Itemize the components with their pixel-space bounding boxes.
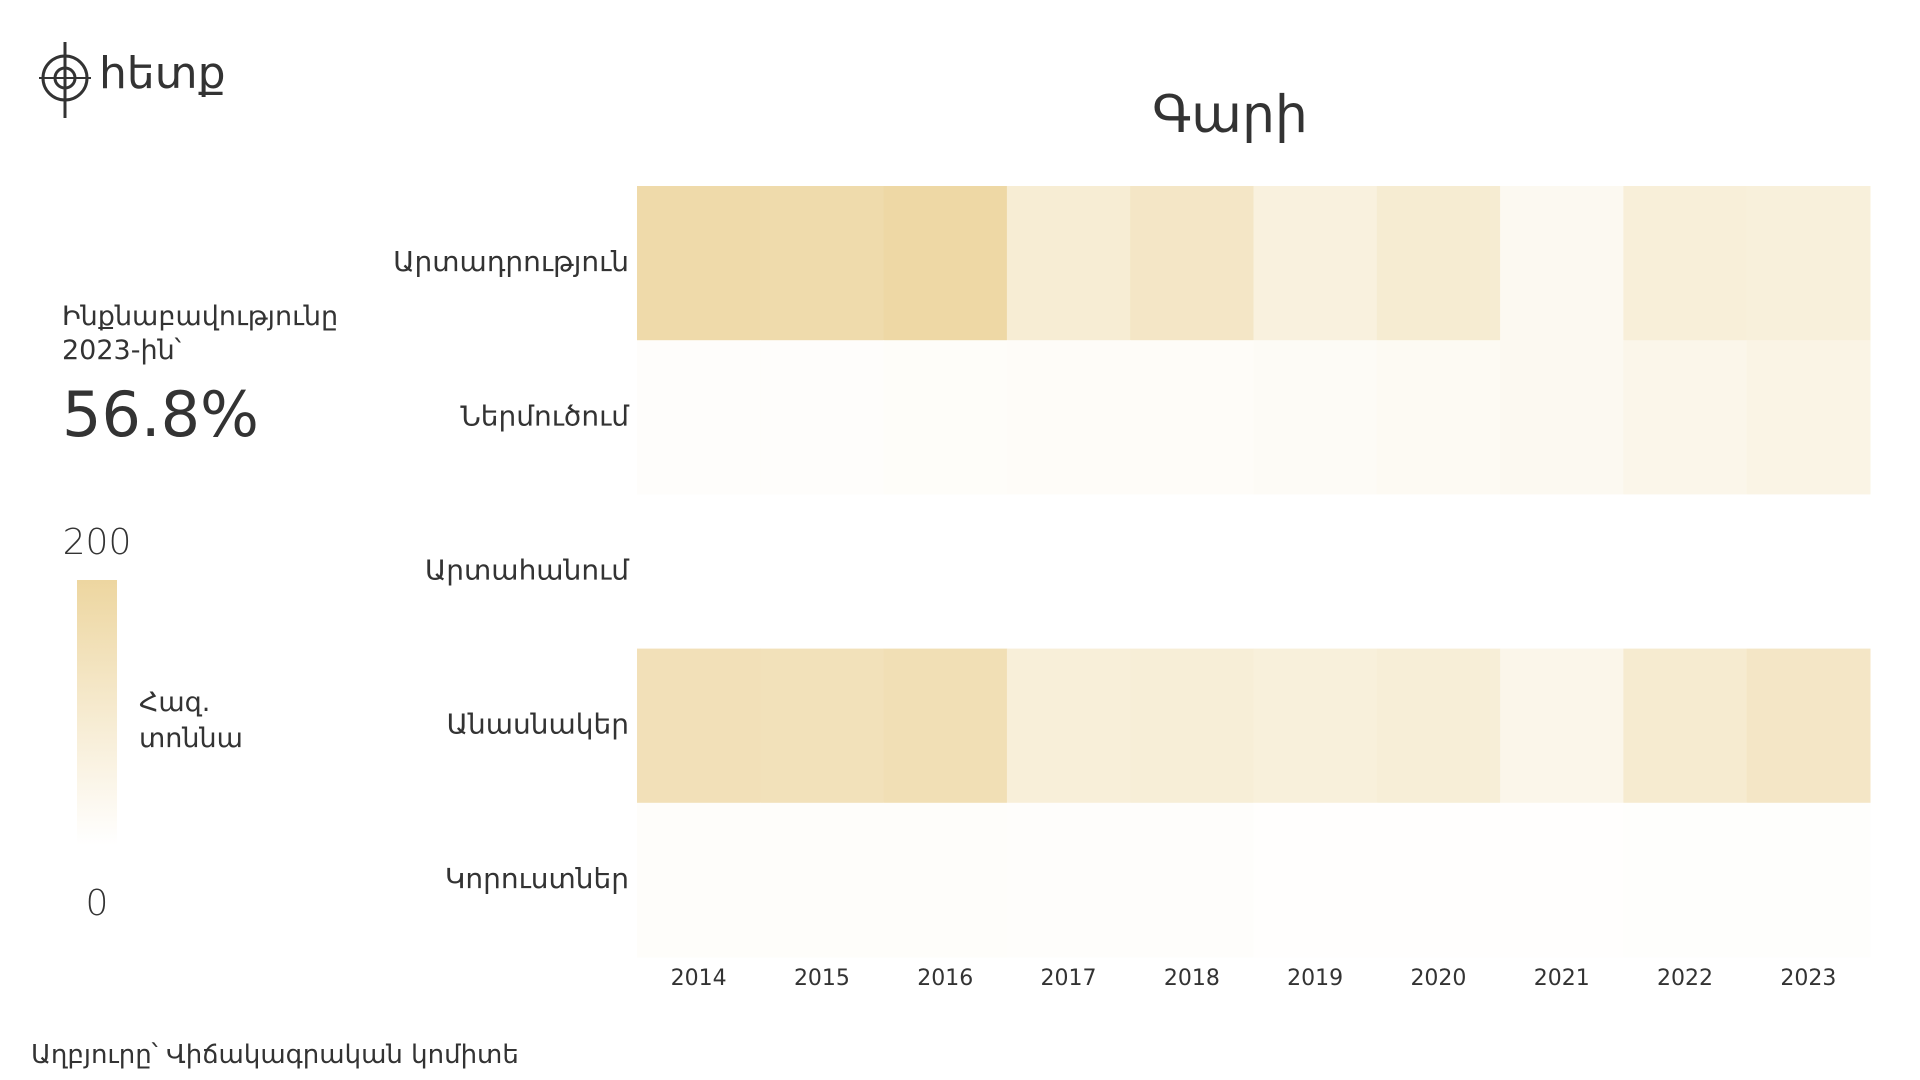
heatmap-cell xyxy=(1253,186,1378,341)
heatmap-cell xyxy=(1253,340,1378,495)
colorbar xyxy=(77,580,117,845)
row-label: Արտադրություն xyxy=(393,245,629,278)
heatmap-cell xyxy=(1623,340,1748,495)
heatmap-cell xyxy=(760,186,885,341)
x-tick-label: 2015 xyxy=(794,966,850,991)
heatmap-cell xyxy=(1500,340,1624,495)
heatmap-cell xyxy=(1500,494,1624,650)
heatmap-cell xyxy=(1623,648,1748,804)
x-tick-label: 2021 xyxy=(1534,966,1590,991)
heatmap-cell xyxy=(883,186,1008,341)
heatmap-cell xyxy=(1130,802,1254,958)
heatmap-cell xyxy=(1623,802,1748,958)
logo: հետք xyxy=(37,40,237,120)
row-label: Կորուստներ xyxy=(445,862,629,895)
x-tick-label: 2018 xyxy=(1164,966,1220,991)
row-label: Ներմուծում xyxy=(460,399,630,432)
colorbar-label: Հազ. տոննա xyxy=(139,687,243,754)
heatmap-cell xyxy=(760,494,885,650)
heatmap-cell xyxy=(637,494,761,650)
heatmap-cell xyxy=(1500,186,1624,341)
heatmap-cell xyxy=(1623,186,1748,341)
heatmap-cell xyxy=(637,648,761,804)
heatmap-cell xyxy=(883,494,1008,650)
heatmap-cell xyxy=(1130,648,1254,804)
heatmap-cell xyxy=(1376,802,1501,958)
heatmap-cell xyxy=(1746,340,1871,495)
x-tick-label: 2022 xyxy=(1657,966,1713,991)
heatmap-cell xyxy=(1500,648,1624,804)
heatmap-cell xyxy=(637,802,761,958)
heatmap-cell xyxy=(1500,802,1624,958)
heatmap-cell xyxy=(1376,494,1501,650)
side-label: Ինքնաբավությունը 2023-ին՝ xyxy=(62,301,339,366)
x-tick-label: 2016 xyxy=(917,966,973,991)
heatmap-cell xyxy=(637,340,761,495)
heatmap-cell xyxy=(1253,494,1378,650)
x-tick-label: 2014 xyxy=(671,966,727,991)
heatmap-cell xyxy=(1130,340,1254,495)
heatmap-cell xyxy=(1746,648,1871,804)
colorbar-tick-label: 0 xyxy=(86,883,109,924)
heatmap-cell xyxy=(1253,802,1378,958)
source: Աղբյուրը՝ Վիճակագրական կոմիտե xyxy=(31,1040,519,1070)
logo-icon xyxy=(39,42,91,118)
x-tick-label: 2017 xyxy=(1041,966,1097,991)
colorbar-tick-label: 200 xyxy=(63,522,132,563)
heatmap-cell xyxy=(760,802,885,958)
heatmap-cell xyxy=(637,186,761,341)
heatmap-cell xyxy=(1746,802,1871,958)
heatmap-cell xyxy=(1376,186,1501,341)
heatmap-cell xyxy=(760,340,885,495)
heatmap-cell xyxy=(1253,648,1378,804)
heatmap-cell xyxy=(1006,186,1131,341)
logo-text: հետք xyxy=(99,48,226,99)
heatmap-cell xyxy=(1376,648,1501,804)
heatmap-cell xyxy=(1006,648,1131,804)
heatmap-cell xyxy=(883,802,1008,958)
heatmap-cell xyxy=(883,648,1008,804)
row-label: Արտահանում xyxy=(425,554,630,587)
heatmap-cell xyxy=(883,340,1008,495)
row-label: Անասնակեր xyxy=(447,708,629,741)
heatmap-cell xyxy=(1376,340,1501,495)
heatmap-cell xyxy=(1130,494,1254,650)
heatmap-cell xyxy=(1746,186,1871,341)
heatmap-cell xyxy=(760,648,885,804)
x-tick-label: 2019 xyxy=(1287,966,1343,991)
side-value: 56.8% xyxy=(62,378,259,451)
heatmap-cell xyxy=(1130,186,1254,341)
heatmap-cell xyxy=(1746,494,1871,650)
heatmap-cell xyxy=(1006,494,1131,650)
heatmap-cell xyxy=(1623,494,1748,650)
x-tick-label: 2020 xyxy=(1410,966,1466,991)
heatmap-cell xyxy=(1006,340,1131,495)
x-tick-label: 2023 xyxy=(1780,966,1836,991)
chart-title: Գարի xyxy=(1152,85,1308,145)
heatmap-cell xyxy=(1006,802,1131,958)
